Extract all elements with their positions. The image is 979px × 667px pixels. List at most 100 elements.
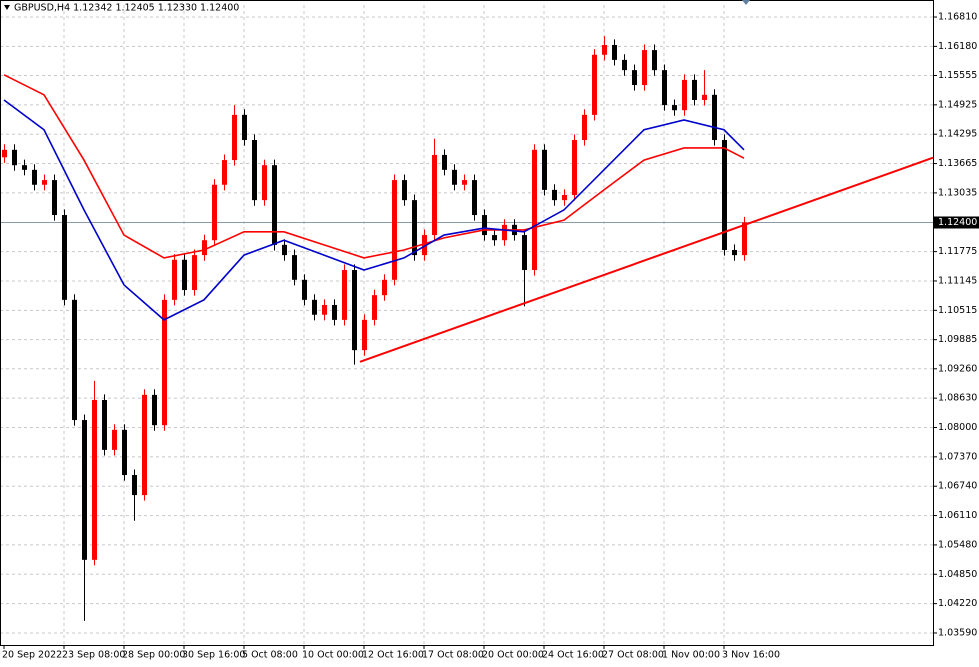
current-price-box [934,216,979,229]
candle-body [442,154,447,170]
x-tick-label: 3 Nov 16:00 [722,650,780,661]
y-tick-label: 1.07370 [938,451,977,462]
candle-body [332,304,337,320]
x-tick-label: 10 Oct 00:00 [302,650,364,661]
candle-body [142,394,147,496]
candle-body [642,50,647,86]
y-tick-label: 1.08000 [938,422,977,433]
x-tick-label: 20 Sep 2022 [2,650,62,661]
y-tick-label: 1.16810 [938,12,977,23]
y-tick-label: 1.03590 [938,627,977,638]
candle-body [382,279,387,296]
candle-body [32,169,37,185]
candle-body [412,200,417,256]
candle-body [282,244,287,256]
y-tick-label: 1.16180 [938,41,977,52]
candle-body [352,270,357,351]
candle-body [452,169,457,185]
candle-body [572,140,577,196]
candle-body [462,180,467,185]
candle-body [102,400,107,450]
candle-body [732,249,737,256]
y-tick-label: 1.14925 [938,99,977,110]
candle-body [232,114,237,161]
candle-body [242,114,247,141]
candle-body [172,259,177,300]
chart-shift-marker [742,0,750,5]
y-tick-label: 1.09885 [938,334,977,345]
candle-body [582,114,587,141]
x-tick-label: 17 Oct 08:00 [422,650,484,661]
x-tick-label: 5 Oct 08:00 [242,650,298,661]
candle-body [212,184,217,241]
candle-body [702,94,707,100]
candle-body [302,279,307,300]
moving-average-line [3,74,745,259]
candle-body [422,235,427,256]
candle-body [402,180,407,201]
candle-body [22,165,27,170]
y-tick-label: 1.09260 [938,363,977,374]
candle-body [652,50,657,71]
candle-body [712,94,717,141]
candle-body [262,165,267,201]
y-tick-label: 1.05480 [938,539,977,550]
symbol-menu-arrow[interactable] [4,5,10,10]
candle-body [132,475,137,496]
y-tick-label: 1.15555 [938,70,977,81]
candle-body [92,400,97,560]
candle-body [122,429,127,476]
candle-body [312,299,317,315]
candle-body [202,240,207,256]
candle-body [682,79,687,111]
candle-body [52,180,57,216]
y-tick-label: 1.10515 [938,305,977,316]
candle-body [72,299,77,421]
chart-title: GBPUSD,H4 1.12342 1.12405 1.12330 1.1240… [14,3,239,14]
candle-body [42,180,47,185]
candle-body [192,255,197,291]
candle-body [472,180,477,216]
candle-body [692,79,697,100]
y-tick-label: 1.06110 [938,510,977,521]
candle-body [82,420,87,560]
plot-frame [0,0,934,646]
candle-body [152,394,157,426]
data-layer [2,36,934,621]
candle-body [602,44,607,55]
candle-body [612,44,617,60]
y-tick-label: 1.06740 [938,481,977,492]
x-tick-label: 20 Oct 00:00 [482,650,544,661]
candle-body [522,235,527,271]
x-tick-label: 12 Oct 16:00 [362,650,424,661]
candle-body [492,235,497,241]
candle-body [722,140,727,250]
candle-body [112,429,117,450]
candle-body [552,189,557,201]
candle-body [622,59,627,71]
candle-body [372,295,377,320]
candle-body [162,299,167,426]
candle-body [342,270,347,320]
y-tick-label: 1.11775 [938,246,977,257]
x-tick-label: 28 Sep 00:00 [122,650,185,661]
trendline [359,156,934,363]
y-tick-label: 1.04220 [938,598,977,609]
x-tick-label: 23 Sep 08:00 [62,650,125,661]
x-tick-label: 27 Oct 08:00 [602,650,664,661]
candle-body [742,222,747,256]
candle-body [62,215,67,300]
candle-body [12,149,17,166]
candle-body [362,319,367,351]
candle-body [562,195,567,201]
candle-body [182,259,187,291]
candle-body [272,165,277,245]
candle-body [322,304,327,315]
current-price-label: 1.12400 [938,217,977,228]
candle-body [632,70,637,86]
y-tick-label: 1.11145 [938,275,977,286]
x-tick-label: 1 Nov 00:00 [662,650,720,661]
candle-body [292,255,297,280]
y-tick-label: 1.14295 [938,129,977,140]
